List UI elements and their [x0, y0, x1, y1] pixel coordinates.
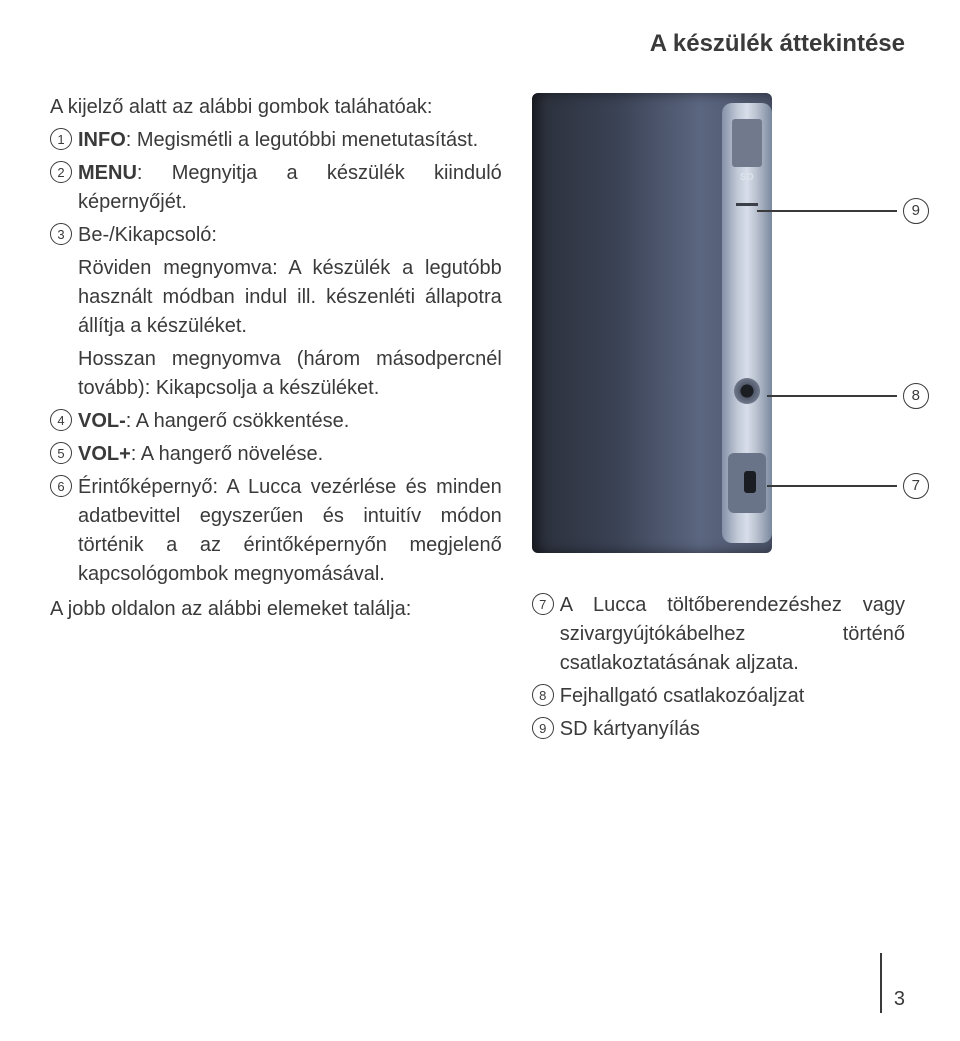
right-column: SD 9 8 7 7 A Lucca töltőberendezéshez va	[532, 93, 905, 748]
sd-slot-icon	[732, 119, 762, 167]
circle-4-icon: 4	[50, 409, 72, 431]
left-intro: A kijelző alatt az alábbi gombok taláhat…	[50, 93, 502, 122]
circle-9-icon: 9	[532, 717, 554, 739]
item-3: 3 Be-/Kikapcsoló:	[50, 221, 502, 250]
circle-7-icon: 7	[532, 593, 554, 615]
page-title: A készülék áttekintése	[50, 30, 905, 58]
item-2: 2 MENU: Megnyitja a készülék kiinduló ké…	[50, 159, 502, 217]
sd-label-icon: SD	[740, 171, 754, 186]
item-1-text: : Megismétli a legutóbbi menetutasítást.	[126, 129, 478, 151]
callout-7-number: 7	[903, 473, 929, 499]
item-7: 7 A Lucca töltőberendezéshez vagy szivar…	[532, 591, 905, 678]
item-4: 4 VOL-: A hangerő csökkentése.	[50, 407, 502, 436]
item-8: 8 Fejhallgató csatlakozóaljzat	[532, 682, 905, 711]
page-number-block: 3	[880, 953, 905, 1013]
circle-3-icon: 3	[50, 223, 72, 245]
item-5: 5 VOL+: A hangerő növelése.	[50, 440, 502, 469]
item-3-sub-a: Röviden megnyomva: A készülék a legutóbb…	[50, 254, 502, 341]
item-3-sub-b: Hosszan megnyomva (három másodpercnél to…	[50, 345, 502, 403]
item-9-text: SD kártyanyílás	[560, 718, 700, 740]
item-4-text: : A hangerő csökkentése.	[126, 410, 350, 432]
callout-7: 7	[767, 473, 929, 499]
item-4-bold: VOL-	[78, 410, 126, 432]
callout-9-number: 9	[903, 198, 929, 224]
item-2-text: : Megnyitja a készülék kiinduló képernyő…	[78, 162, 502, 213]
callout-line-icon	[767, 395, 897, 397]
item-6-text: Érintőképernyő: A Lucca vezérlése és min…	[78, 476, 502, 585]
left-column: A kijelző alatt az alábbi gombok taláhat…	[50, 93, 502, 748]
device-photo: SD 9 8 7	[532, 93, 905, 573]
right-side-intro: A jobb oldalon az alábbi elemeket találj…	[50, 595, 502, 624]
item-6: 6 Érintőképernyő: A Lucca vezérlése és m…	[50, 473, 502, 589]
callout-8-number: 8	[903, 383, 929, 409]
callout-line-icon	[757, 210, 897, 212]
item-3-text: Be-/Kikapcsoló:	[78, 224, 217, 246]
item-8-text: Fejhallgató csatlakozóaljzat	[560, 685, 805, 707]
circle-8-icon: 8	[532, 684, 554, 706]
circle-6-icon: 6	[50, 475, 72, 497]
sd-opening-icon	[736, 203, 758, 206]
page-rule-icon	[880, 953, 882, 1013]
callout-9: 9	[757, 198, 929, 224]
charge-port-hole-icon	[744, 471, 756, 493]
item-5-text: : A hangerő növelése.	[131, 443, 323, 465]
callout-8: 8	[767, 383, 929, 409]
headphone-jack-icon	[734, 378, 760, 404]
page-number: 3	[894, 988, 905, 1013]
item-5-bold: VOL+	[78, 443, 131, 465]
circle-5-icon: 5	[50, 442, 72, 464]
item-2-bold: MENU	[78, 162, 137, 184]
callout-line-icon	[767, 485, 897, 487]
item-9: 9 SD kártyanyílás	[532, 715, 905, 744]
circle-2-icon: 2	[50, 161, 72, 183]
item-1: 1 INFO: Megismétli a legutóbbi menetutas…	[50, 126, 502, 155]
item-7-text: A Lucca töltőberendezéshez vagy szivargy…	[560, 594, 905, 674]
device-body: SD	[532, 93, 772, 553]
item-1-bold: INFO	[78, 129, 126, 151]
circle-1-icon: 1	[50, 128, 72, 150]
two-column-layout: A kijelző alatt az alábbi gombok taláhat…	[50, 93, 905, 748]
